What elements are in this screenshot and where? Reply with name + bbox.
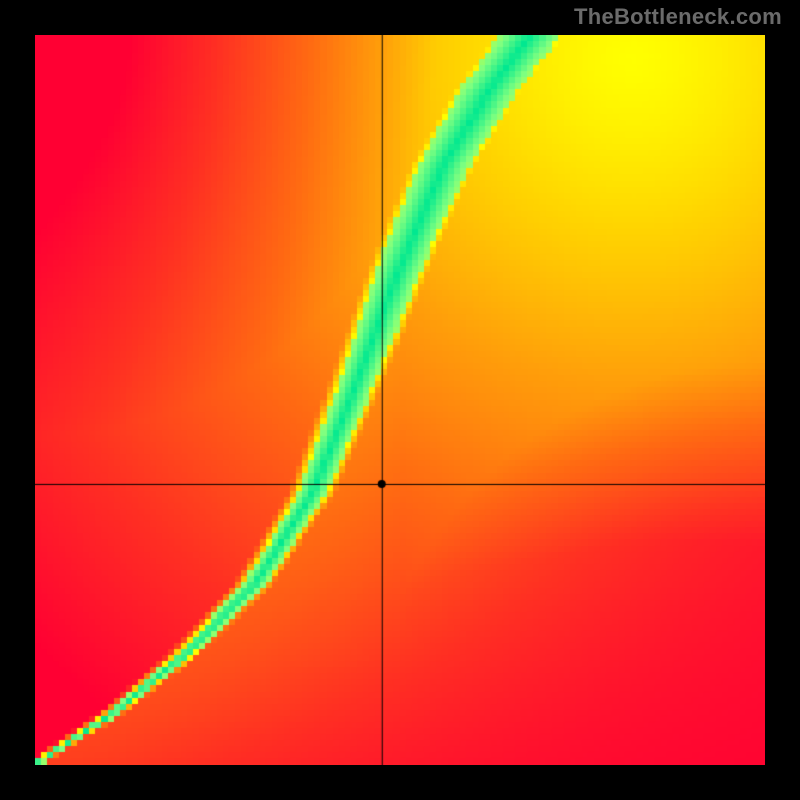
bottleneck-heatmap — [35, 35, 765, 765]
watermark-text: TheBottleneck.com — [574, 4, 782, 30]
